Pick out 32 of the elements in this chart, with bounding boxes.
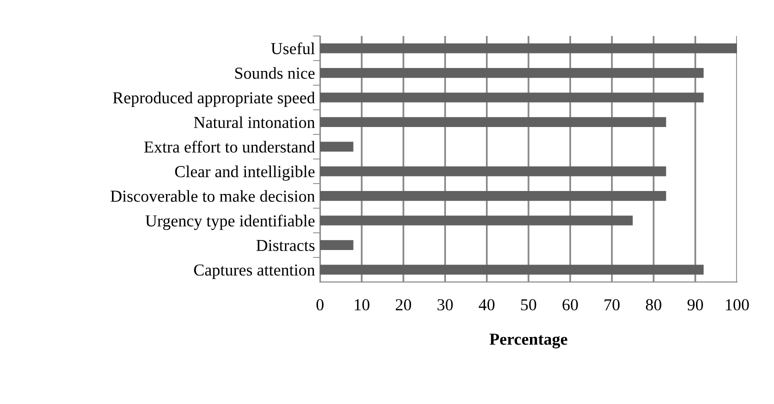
y-tick-label: Extra effort to understand [144, 140, 315, 153]
bar [320, 216, 633, 226]
bar [320, 142, 354, 152]
bar [320, 166, 666, 176]
bar [320, 68, 704, 78]
x-tick-label: 90 [688, 299, 703, 310]
x-tick-label: 20 [396, 299, 412, 310]
x-tick-label: 40 [478, 299, 494, 310]
bar [320, 92, 704, 102]
x-tick-label: 50 [521, 299, 536, 310]
x-tick-label: 10 [354, 299, 370, 310]
x-tick-label: 80 [646, 299, 662, 310]
y-tick-label: Discoverable to make decision [110, 190, 315, 202]
x-tick-label: 100 [726, 299, 749, 310]
y-tick-label: Natural intonation [194, 116, 315, 128]
y-tick-label: Sounds nice [235, 67, 315, 79]
bar [320, 43, 737, 54]
bar [320, 264, 704, 275]
x-tick-label: 70 [604, 299, 620, 310]
x-axis-title: Percentage [490, 334, 568, 348]
x-tick-label: 30 [438, 299, 453, 310]
bar [320, 117, 666, 128]
x-tick-label: 60 [562, 299, 578, 310]
y-tick-label: Captures attention [194, 264, 315, 280]
y-tick-label: Urgency type identifiable [145, 214, 315, 230]
y-tick-label: Clear and intelligible [175, 166, 315, 181]
x-tick-label: 0 [316, 299, 324, 310]
bar [320, 240, 354, 250]
y-tick-label: Useful [271, 42, 315, 54]
y-tick-label: Reproduced appropriate speed [112, 92, 315, 107]
y-tick-label: Distracts [256, 240, 315, 252]
bar [320, 190, 666, 201]
